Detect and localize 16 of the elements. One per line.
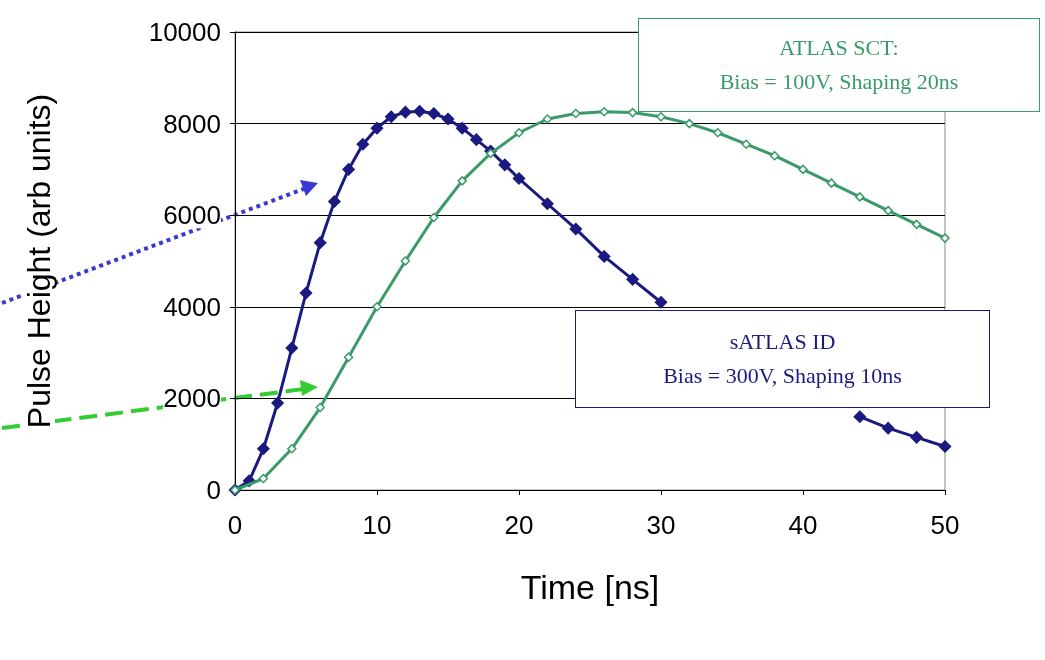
y-tick-label: 6000: [163, 200, 221, 231]
y-axis-title: Pulse Height (arb units): [21, 93, 57, 429]
x-axis-title: Time [ns]: [520, 568, 660, 606]
y-tick-label: 2000: [163, 383, 221, 414]
text-box: ATLAS SCT: Bias = 100V, Shaping 20ns: [638, 18, 1040, 112]
y-tick-label: 4000: [163, 291, 221, 322]
y-tick-label: 8000: [163, 108, 221, 139]
x-tick-label: 10: [362, 510, 392, 540]
y-tick-label: 0: [206, 475, 221, 505]
text-box: sATLAS ID Bias = 300V, Shaping 10ns: [575, 310, 990, 408]
y-tick-label: 10000: [148, 17, 221, 47]
x-tick-label: 30: [646, 510, 676, 540]
x-tick-label: 20: [504, 510, 534, 540]
x-tick-label: 0: [227, 510, 243, 540]
x-tick-label: 40: [788, 510, 818, 540]
x-tick-label: 50: [930, 510, 960, 540]
